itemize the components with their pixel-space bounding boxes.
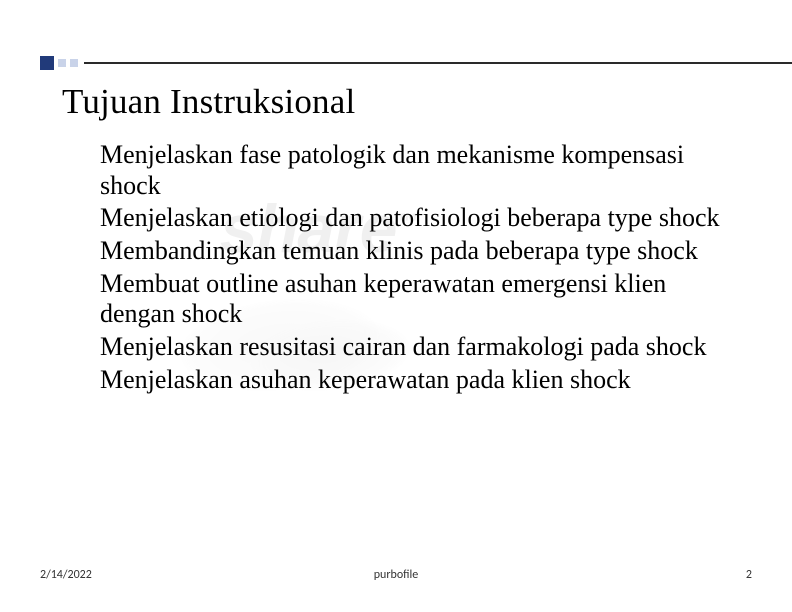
divider-line (84, 62, 792, 64)
objective-item: Menjelaskan resusitasi cairan dan farmak… (100, 332, 732, 363)
objective-item: Membandingkan temuan klinis pada beberap… (100, 236, 732, 267)
footer-center: purbofile (374, 568, 419, 582)
objective-item: Membuat outline asuhan keperawatan emerg… (100, 269, 732, 330)
accent-dot-icon (58, 59, 66, 67)
footer-date: 2/14/2022 (40, 568, 92, 582)
header-rule (40, 56, 792, 76)
objective-item: Menjelaskan asuhan keperawatan pada klie… (100, 365, 732, 396)
footer-page-number: 2 (746, 568, 752, 582)
accent-dot-icon (70, 59, 78, 67)
objective-item: Menjelaskan etiologi dan patofisiologi b… (100, 203, 732, 234)
objective-item: Menjelaskan fase patologik dan mekanisme… (100, 140, 732, 201)
page-title: Tujuan Instruksional (62, 82, 355, 122)
accent-square-icon (40, 56, 54, 70)
body-text: Menjelaskan fase patologik dan mekanisme… (100, 140, 732, 397)
slide: share™ Tujuan Instruksional Menjelaskan … (0, 0, 792, 612)
